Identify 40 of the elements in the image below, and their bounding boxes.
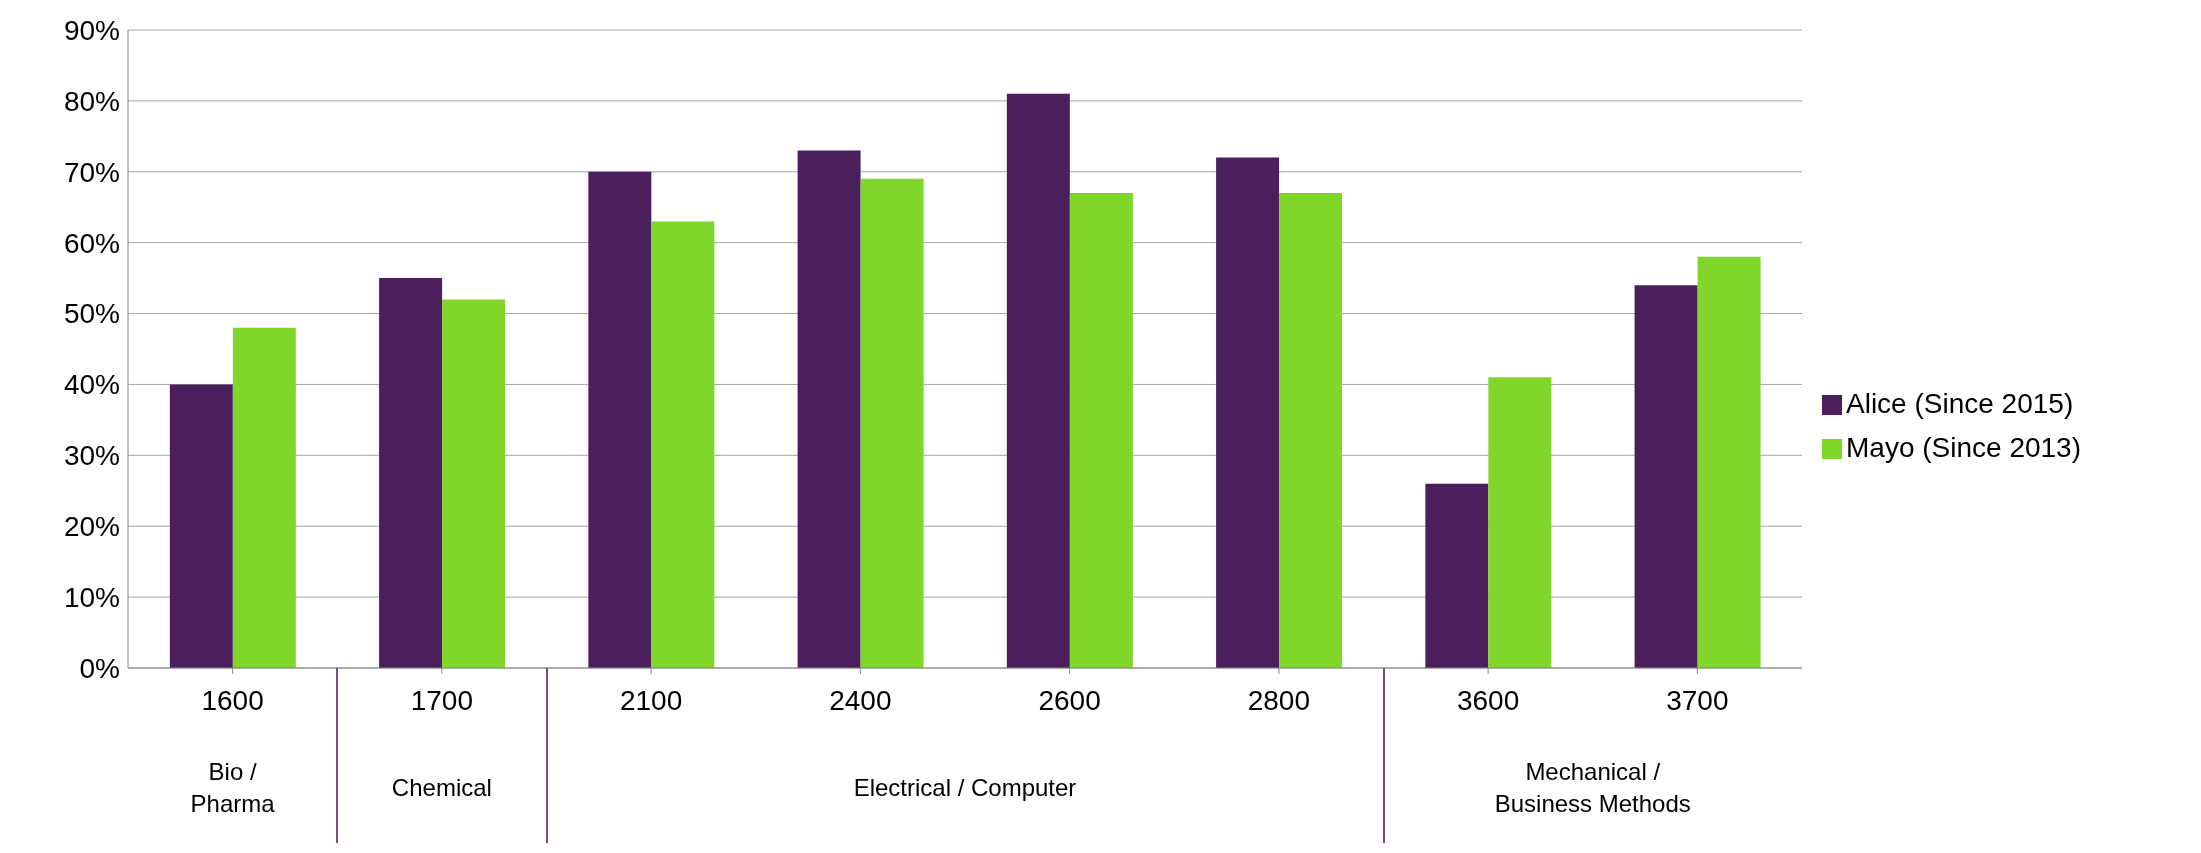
x-tick-label: 2100 [619,684,683,716]
bar [1279,193,1343,668]
bar [232,327,296,668]
text: Electrical / Computer [852,773,1078,803]
x-tick-label: 2600 [1038,684,1101,716]
bar [1006,93,1070,668]
bar [651,221,715,668]
x-tick-label: 1600 [201,684,264,716]
bar [1069,193,1133,668]
y-tick-label: 50% [63,298,120,330]
bar [379,278,443,668]
x-tick-label: 2800 [1247,684,1311,716]
bar [588,171,652,668]
y-tick-label: 30% [63,440,120,472]
y-tick-label: 10% [63,582,120,614]
bar [1216,157,1280,668]
legend-label: Alice (Since 2015) [1846,387,2074,419]
y-tick-label: 90% [63,14,120,46]
y-tick-label: 0% [79,652,120,684]
text: Bio / Pharma [189,757,276,819]
x-tick-label: 3700 [1666,684,1729,716]
bar [169,384,233,668]
y-tick-label: 70% [63,156,120,188]
y-tick-label: 60% [63,227,120,259]
x-tick-label: 1700 [410,684,474,716]
legend-label: Mayo (Since 2013) [1846,431,2082,463]
bar [1488,377,1552,668]
y-tick-label: 20% [63,511,120,543]
x-tick-label: 2400 [829,684,892,716]
text: Mechanical / Business Methods [1493,757,1692,819]
bar [1697,256,1761,668]
text: Chemical [390,773,493,803]
bar [860,178,924,668]
bar [1425,483,1489,668]
bar [797,150,861,668]
bar [442,299,506,668]
y-tick-label: 80% [63,85,120,117]
y-tick-label: 40% [63,369,120,401]
bar [1634,285,1698,668]
x-tick-label: 3600 [1456,684,1520,716]
